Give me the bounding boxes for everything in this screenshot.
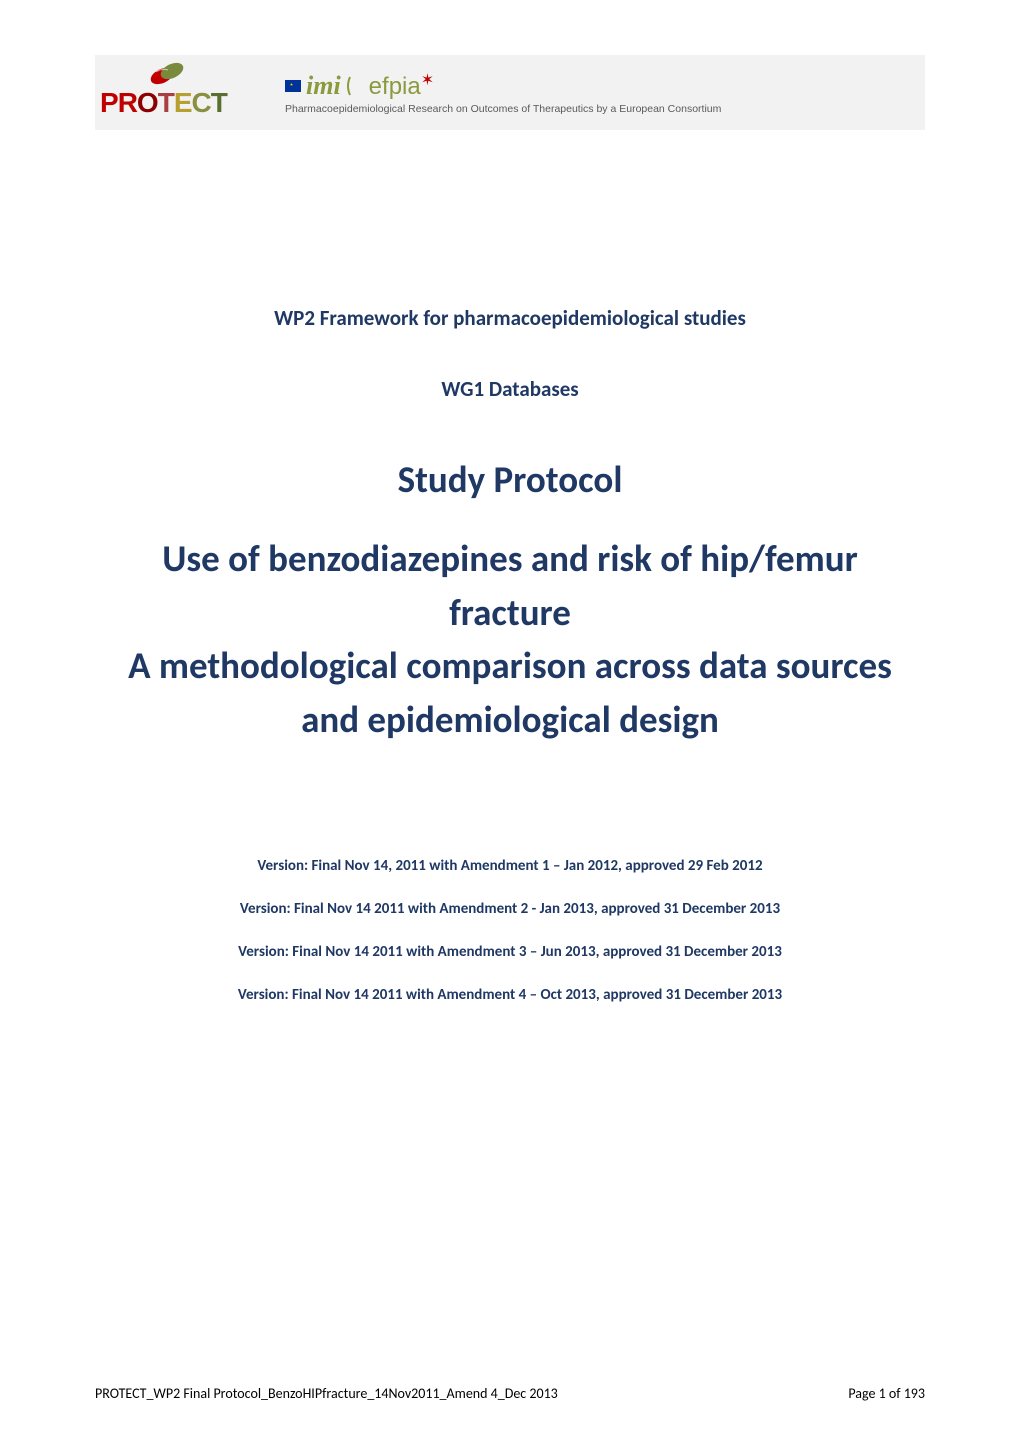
wp2-heading: WP2 Framework for pharmacoepidemiologica… [95, 305, 925, 331]
protect-logo: PROTECT [100, 55, 235, 130]
main-title-line1: Use of benzodiazepines and risk of hip/f… [95, 532, 925, 586]
imi-efpia-row: imi efpia✶ [285, 70, 925, 101]
wg1-heading: WG1 Databases [95, 376, 925, 402]
imi-text: imi [306, 71, 341, 101]
footer-right: Page 1 of 193 [848, 1385, 925, 1402]
sub-title-line2: and epidemiological design [95, 693, 925, 747]
sub-title-line1: A methodological comparison across data … [95, 639, 925, 693]
versions-block: Version: Final Nov 14, 2011 with Amendme… [95, 857, 925, 1004]
banner-subtitle: Pharmacoepidemiological Research on Outc… [285, 103, 925, 115]
protect-logo-text: PROTECT [100, 87, 227, 119]
banner-right-block: imi efpia✶ Pharmacoepidemiological Resea… [285, 70, 925, 115]
page-footer: PROTECT_WP2 Final Protocol_BenzoHIPfract… [95, 1385, 925, 1402]
version-line: Version: Final Nov 14 2011 with Amendmen… [95, 943, 925, 961]
main-title: Use of benzodiazepines and risk of hip/f… [95, 532, 925, 639]
efpia-label: efpia [369, 73, 421, 100]
header-banner: PROTECT imi efpia✶ Pharmacoepidemiologic… [95, 55, 925, 130]
main-content: WP2 Framework for pharmacoepidemiologica… [95, 305, 925, 1004]
version-line: Version: Final Nov 14, 2011 with Amendme… [95, 857, 925, 875]
star-icon: ✶ [421, 72, 434, 89]
main-title-line2: fracture [95, 586, 925, 640]
bracket-icon [346, 73, 364, 99]
eu-flag-icon [285, 80, 301, 92]
version-line: Version: Final Nov 14 2011 with Amendmen… [95, 900, 925, 918]
efpia-text: efpia✶ [369, 70, 434, 101]
version-line: Version: Final Nov 14 2011 with Amendmen… [95, 986, 925, 1004]
pill-icon [148, 60, 188, 88]
study-protocol-heading: Study Protocol [95, 457, 925, 502]
footer-left: PROTECT_WP2 Final Protocol_BenzoHIPfract… [95, 1385, 558, 1402]
sub-title: A methodological comparison across data … [95, 639, 925, 746]
